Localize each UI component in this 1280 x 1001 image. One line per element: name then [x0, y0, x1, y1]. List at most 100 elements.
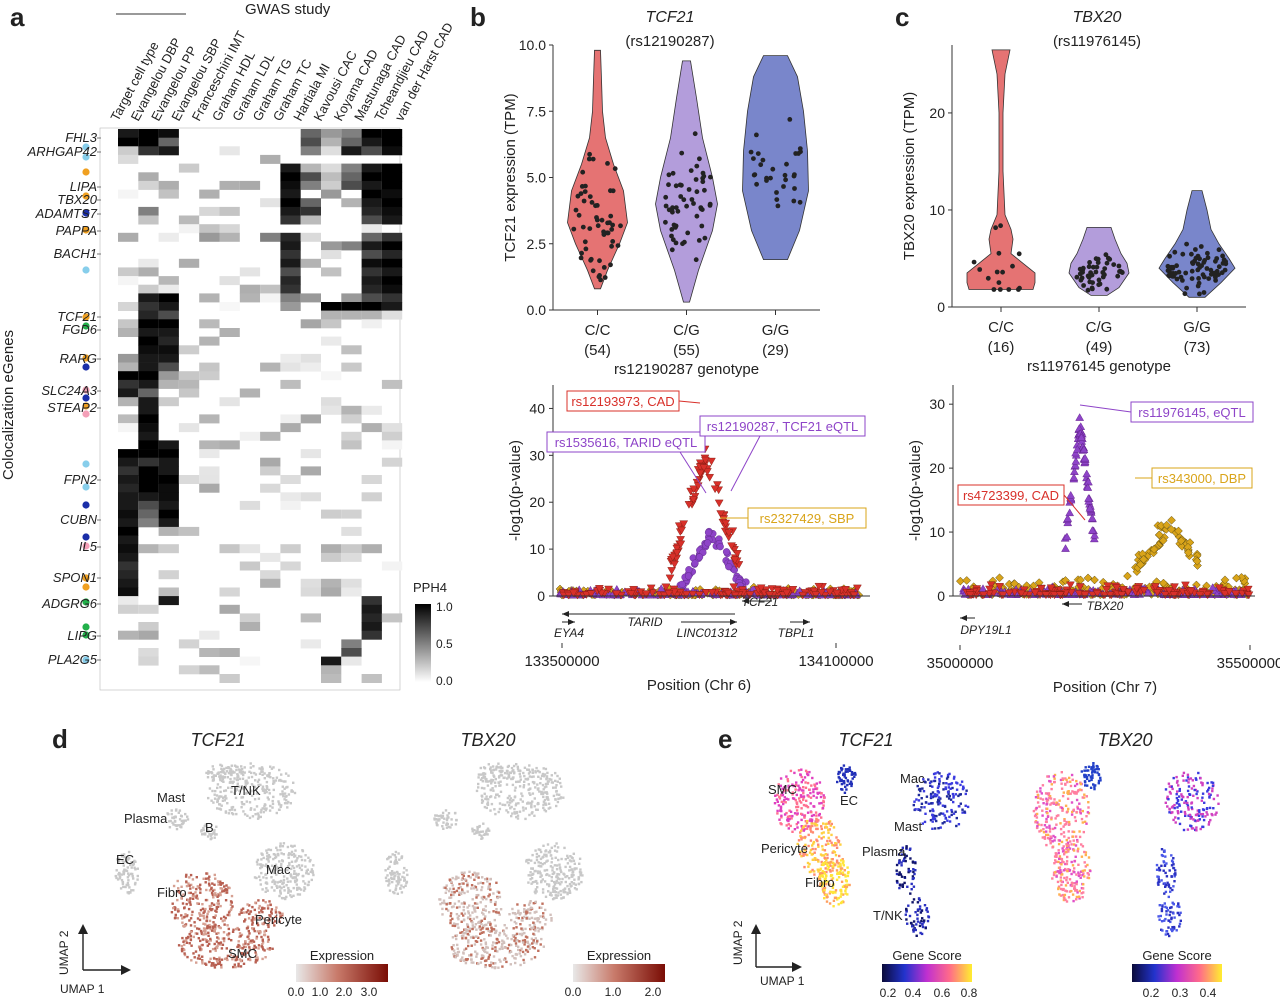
umap-point	[514, 786, 517, 789]
umap-point	[550, 778, 553, 781]
gene-label: CUBN	[60, 512, 97, 527]
annotation-label: rs1535616, TARID eQTL	[555, 435, 698, 450]
umap-point	[460, 920, 463, 923]
heatmap-cell	[381, 215, 403, 225]
umap-point	[535, 890, 538, 893]
umap-point	[455, 913, 459, 916]
heatmap-cell	[138, 258, 159, 268]
umap-point	[483, 917, 486, 920]
umap-point	[240, 908, 243, 912]
umap-point	[189, 891, 192, 895]
umap-point	[213, 925, 216, 928]
umap-point	[291, 865, 294, 868]
umap-point	[555, 868, 559, 871]
umap-point	[531, 771, 534, 774]
heatmap-cell	[138, 172, 159, 182]
umap-point	[571, 871, 574, 874]
cell-type-dot	[82, 598, 90, 606]
heatmap-cell	[219, 276, 240, 286]
umap-point	[240, 772, 244, 775]
umap-point	[208, 889, 212, 892]
snp-marker	[1046, 584, 1056, 593]
umap-point	[530, 812, 533, 815]
snp-marker	[1077, 437, 1086, 445]
umap-point	[439, 814, 443, 817]
annotation-label: rs11976145, eQTL	[1138, 405, 1245, 420]
umap-point	[794, 783, 798, 787]
umap-point	[394, 887, 398, 890]
umap-point	[441, 814, 445, 818]
umap-point	[511, 934, 515, 937]
umap-point	[126, 866, 129, 869]
umap-point	[303, 886, 306, 889]
umap-point	[222, 939, 226, 943]
violin-point	[571, 226, 577, 232]
umap-point	[528, 764, 531, 767]
umap-point	[435, 821, 438, 824]
cell-type-dot	[82, 542, 90, 550]
violin-point	[579, 250, 584, 256]
umap-point	[262, 789, 266, 792]
umap-point	[527, 903, 531, 906]
umap-point	[470, 954, 473, 958]
umap-point	[507, 773, 511, 777]
heatmap-cell	[178, 423, 200, 433]
umap-point	[832, 905, 835, 908]
umap-point	[546, 843, 550, 846]
umap-point	[257, 907, 261, 910]
umap-point	[247, 929, 250, 933]
umap-point	[262, 876, 265, 879]
umap-point	[248, 946, 251, 949]
umap-point	[280, 886, 283, 890]
umap-point	[289, 890, 292, 893]
violin-point	[663, 203, 669, 209]
heatmap-cell	[138, 518, 159, 528]
umap-point	[520, 947, 523, 950]
heatmap-cell	[118, 483, 139, 493]
umap-point	[813, 873, 816, 876]
violin-point	[1093, 269, 1099, 275]
umap-point	[217, 942, 220, 945]
umap-point	[779, 777, 783, 780]
umap-point	[267, 856, 270, 859]
umap-point	[270, 767, 274, 770]
umap-point	[555, 790, 558, 793]
umap-point	[230, 786, 233, 790]
snp-marker	[1243, 585, 1253, 594]
umap-point	[250, 771, 253, 775]
snp-marker	[1132, 585, 1141, 593]
umap-point	[248, 932, 251, 935]
umap-point	[202, 877, 205, 880]
heatmap-cell	[341, 405, 362, 415]
umap-point	[210, 964, 213, 967]
umap-point	[223, 789, 226, 793]
umap-point	[484, 777, 487, 781]
umap-point	[475, 873, 478, 876]
umap-point	[207, 796, 210, 800]
umap-point	[843, 873, 847, 877]
umap-point	[180, 894, 183, 897]
snp-marker	[595, 585, 604, 593]
umap-point	[474, 886, 478, 889]
umap-point	[568, 859, 572, 862]
umap-point	[813, 851, 816, 854]
umap-point	[200, 914, 203, 917]
umap-point	[201, 943, 204, 947]
umap-point	[806, 772, 809, 776]
umap-point	[218, 775, 221, 778]
umap-point	[815, 814, 818, 817]
snp-marker	[1102, 586, 1111, 594]
umap-point	[488, 884, 491, 888]
violin-point	[677, 182, 683, 188]
umap-point	[386, 874, 389, 877]
heatmap-cell	[321, 578, 342, 588]
umap-point	[449, 919, 452, 922]
umap-point	[473, 829, 476, 832]
heatmap-cell	[280, 284, 301, 294]
umap-point	[263, 933, 266, 937]
heatmap-cell	[361, 215, 382, 225]
umap-point	[220, 963, 223, 967]
umap-point	[197, 954, 201, 957]
umap-point	[546, 859, 549, 862]
